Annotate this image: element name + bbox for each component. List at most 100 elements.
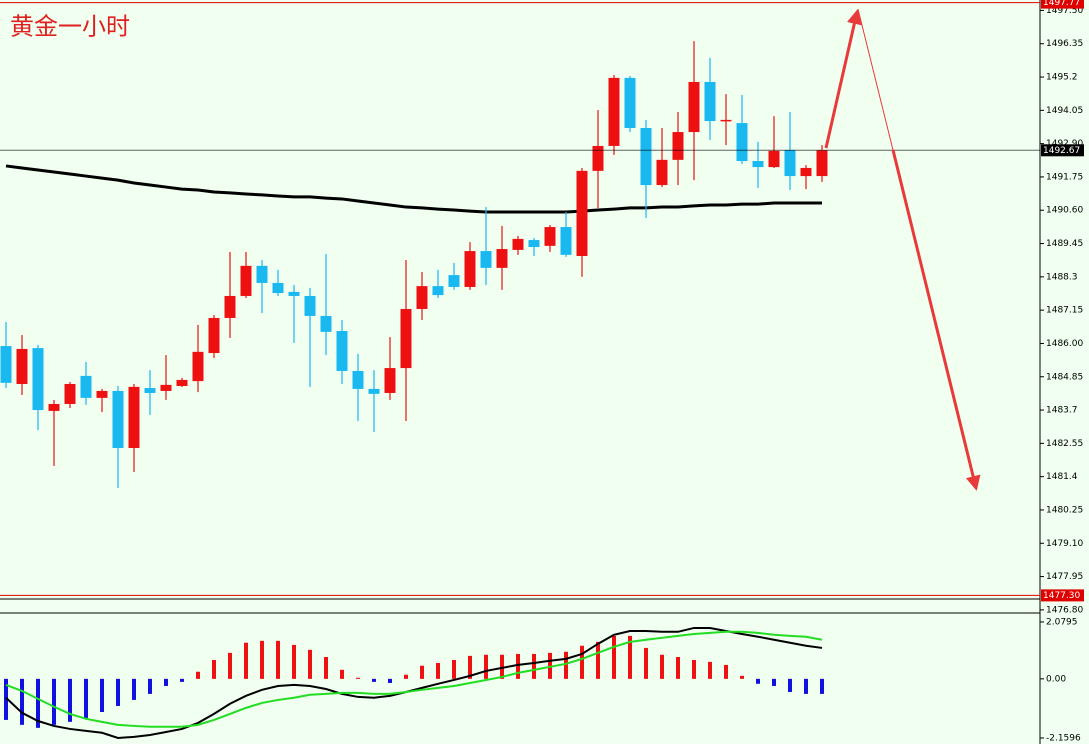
histogram-bar xyxy=(676,656,680,679)
candle-body xyxy=(720,119,732,122)
forecast-guide xyxy=(857,8,894,151)
candle-body xyxy=(624,77,636,128)
candle-body xyxy=(736,123,748,162)
candle-body xyxy=(688,81,700,133)
y-tick-label: 1480.25 xyxy=(1046,505,1083,515)
histogram-bar xyxy=(164,678,168,686)
histogram-bar xyxy=(20,678,24,725)
candle-body xyxy=(48,403,60,411)
y-tick-label: 2.0795 xyxy=(1046,617,1078,627)
y-tick-label: 1490.60 xyxy=(1046,206,1083,216)
candle-body xyxy=(208,317,220,354)
candle-body xyxy=(464,251,476,287)
candle-body xyxy=(128,386,140,448)
histogram-bar xyxy=(68,678,72,722)
main-plot-area xyxy=(0,0,1040,598)
histogram-bar xyxy=(772,678,776,686)
y-tick-label: 1481.4 xyxy=(1046,472,1078,482)
price-label: 1492.67 xyxy=(1043,146,1080,156)
histogram-bar xyxy=(148,678,152,694)
candle-body xyxy=(528,240,540,248)
histogram-bar xyxy=(804,678,808,694)
price-box xyxy=(1041,589,1084,602)
forecast-arrow-up xyxy=(824,9,862,149)
candle-body xyxy=(0,346,12,383)
histogram-bar xyxy=(596,641,600,679)
candle-body xyxy=(640,127,652,186)
price-box xyxy=(1041,144,1084,157)
moving-average xyxy=(5,164,822,214)
candle-body xyxy=(272,282,284,294)
candle-body xyxy=(288,291,300,296)
y-tick-label: 0.00 xyxy=(1046,674,1066,684)
histogram-bar xyxy=(324,656,328,679)
candle-body xyxy=(224,295,236,318)
histogram-bar xyxy=(788,678,792,692)
candle-body xyxy=(752,161,764,168)
y-tick-label: 1494.05 xyxy=(1046,106,1083,116)
candle-body xyxy=(112,390,124,448)
histogram-bar xyxy=(292,644,296,679)
histogram-bar xyxy=(52,678,56,725)
candle-body xyxy=(592,145,604,171)
y-tick-label: 1497.50 xyxy=(1046,6,1083,16)
histogram-bar xyxy=(484,654,488,679)
histogram-bar xyxy=(308,649,312,679)
candle-body xyxy=(32,348,44,411)
histogram-bar xyxy=(820,678,824,694)
histogram-bar xyxy=(388,678,392,683)
histogram-bar xyxy=(116,678,120,706)
y-tick-label: -2.1596 xyxy=(1046,733,1081,743)
candle-body xyxy=(560,227,572,255)
y-tick-label: 1487.15 xyxy=(1046,306,1083,316)
candle-body xyxy=(304,295,316,316)
histogram-bar xyxy=(4,678,8,720)
chart-title: 黄金一小时 xyxy=(10,13,130,41)
y-tick-label: 1495.2 xyxy=(1046,73,1078,83)
price-label: 1477.30 xyxy=(1043,591,1080,601)
candle-body xyxy=(448,275,460,287)
candle-body xyxy=(336,330,348,371)
y-tick-label: 1482.55 xyxy=(1046,439,1083,449)
candle-body xyxy=(768,150,780,168)
histogram-bar xyxy=(500,654,504,679)
histogram-bar xyxy=(660,654,664,679)
histogram-bar xyxy=(580,645,584,679)
candle-body xyxy=(672,132,684,160)
histogram-bar xyxy=(468,655,472,679)
candle-body xyxy=(16,348,28,384)
y-tick-label: 1477.95 xyxy=(1046,572,1083,582)
candle-body xyxy=(576,170,588,256)
histogram-bar xyxy=(356,677,360,679)
histogram-bar xyxy=(84,678,88,718)
histogram-bar xyxy=(196,671,200,679)
candle-body xyxy=(80,375,92,398)
histogram-bar xyxy=(436,662,440,679)
histogram-bar xyxy=(612,635,616,679)
histogram-bar xyxy=(36,678,40,728)
candle-body xyxy=(656,159,668,186)
histogram-bar xyxy=(100,678,104,712)
candle-body xyxy=(144,388,156,393)
y-tick-label: 1489.45 xyxy=(1046,239,1083,249)
candle-body xyxy=(480,251,492,268)
price-box xyxy=(1041,0,1084,9)
histogram-bar xyxy=(628,635,632,679)
candle-body xyxy=(176,379,188,387)
histogram-bar xyxy=(180,678,184,682)
forecast-arrow-down xyxy=(891,149,981,491)
histogram-bar xyxy=(340,669,344,679)
candle-body xyxy=(384,368,396,393)
histogram-bar xyxy=(244,642,248,679)
histogram-bar xyxy=(276,640,280,679)
candle-body xyxy=(240,265,252,296)
y-tick-label: 1496.35 xyxy=(1046,39,1083,49)
candle-body xyxy=(192,351,204,382)
histogram-bar xyxy=(564,651,568,679)
candle-body xyxy=(160,384,172,391)
candle-body xyxy=(320,315,332,332)
y-tick-label: 1484.85 xyxy=(1046,372,1083,382)
candle-body xyxy=(432,286,444,296)
